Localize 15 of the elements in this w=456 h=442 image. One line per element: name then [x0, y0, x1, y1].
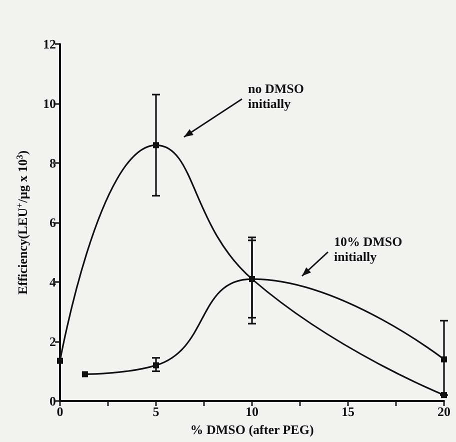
y-tick-label: 6 — [50, 215, 56, 230]
y-tick-label: 10 — [43, 96, 56, 111]
x-tick-label: 20 — [438, 404, 450, 419]
y-tick-label: 2 — [50, 334, 56, 349]
y-tick-label: 0 — [50, 394, 56, 408]
x-tick-label: 15 — [342, 404, 355, 419]
text: no DMSO initially — [248, 81, 304, 111]
x-tick-label: 10 — [246, 404, 258, 419]
text: 10% DMSO initially — [334, 234, 402, 264]
y-tick-label: 12 — [43, 36, 56, 52]
y-tick-label: 8 — [50, 156, 56, 170]
y-tick-label: 4 — [50, 274, 56, 290]
x-axis-title: % DMSO (after PEG) — [190, 422, 314, 437]
y-axis-title: Efficiency(LEU+/μg x 103) — [14, 150, 30, 295]
x-tick-label: 5 — [152, 404, 160, 419]
